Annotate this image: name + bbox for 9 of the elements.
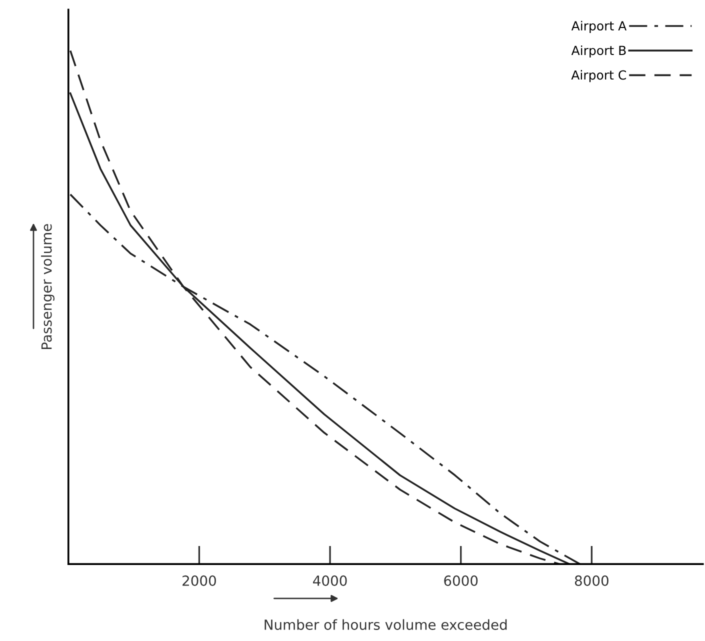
legend-label: Airport B [571,45,626,58]
x-axis-title: Number of hours volume exceeded [264,619,507,630]
x-tick-label: 2000 [182,575,216,586]
x-tick-label: 6000 [444,575,478,586]
legend-label: Airport C [571,70,626,82]
x-tick-label: 8000 [574,575,608,586]
y-axis-title: Passenger volume [41,224,54,349]
legend-label: Airport A [571,20,627,33]
x-tick-label: 4000 [313,575,347,586]
